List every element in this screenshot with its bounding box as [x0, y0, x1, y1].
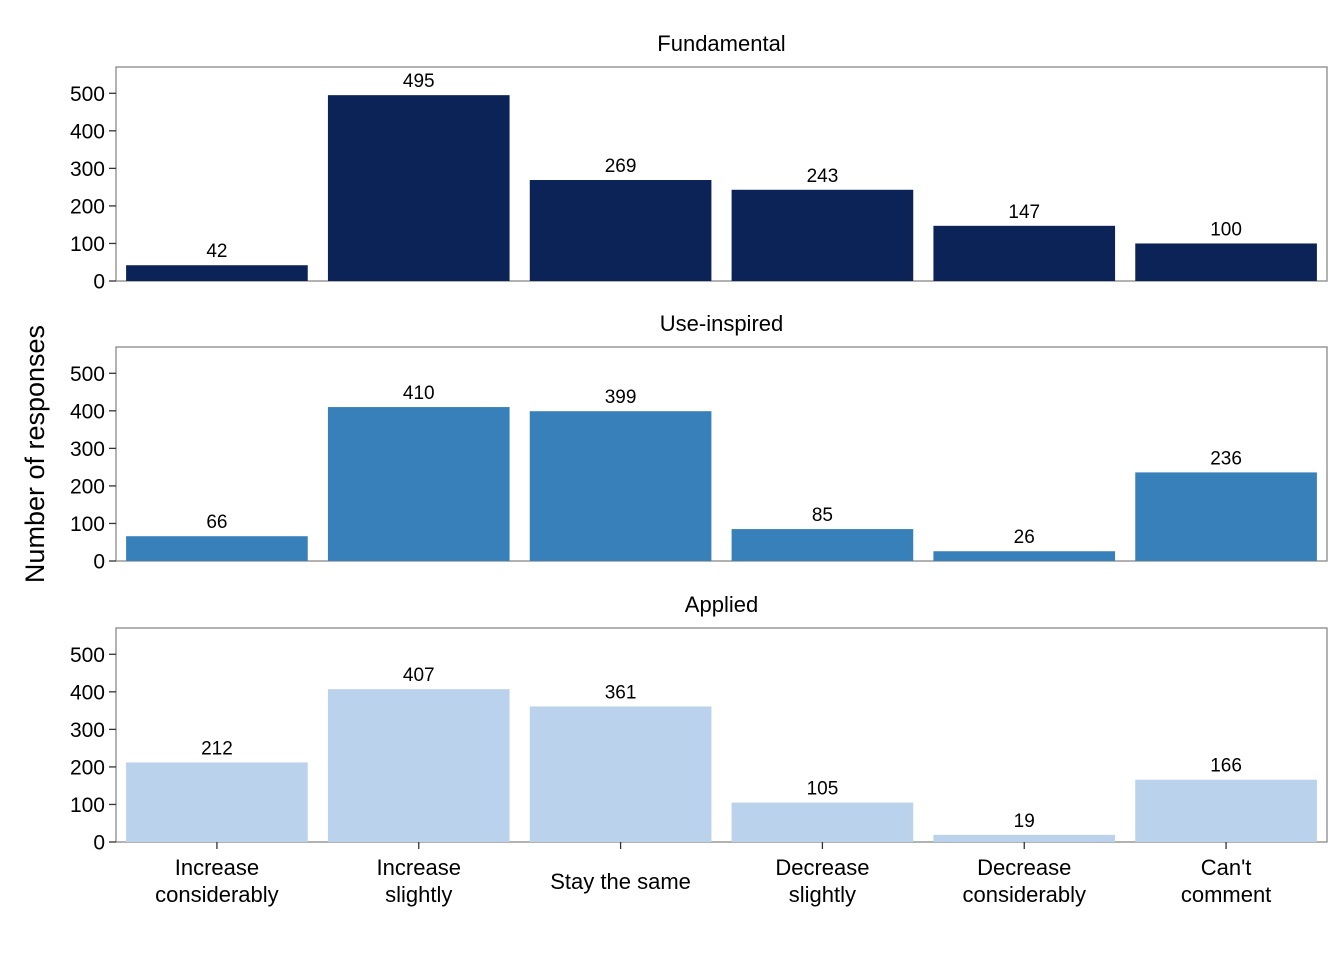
bar-value-label: 399 — [605, 387, 637, 408]
y-tick-label: 500 — [70, 644, 105, 667]
bar-value-label: 212 — [201, 738, 233, 759]
bar — [327, 407, 510, 561]
y-tick-label: 300 — [70, 719, 105, 742]
bar-value-label: 147 — [1008, 202, 1040, 223]
panel-border — [115, 346, 1328, 562]
y-tick-label: 200 — [70, 756, 105, 779]
panel-fundamental: Fundamental 0 100 200 300 400 500 42 495 269 243 14… — [70, 31, 1328, 294]
x-category-label: Decrease — [775, 855, 869, 880]
bar — [126, 762, 308, 842]
panel-border — [115, 627, 1328, 843]
panel-applied: Applied 0 100 200 300 400 500 212 407 361 105 19 166 — [70, 592, 1328, 855]
bar-value-label: 243 — [807, 166, 839, 187]
bar — [529, 180, 712, 281]
y-tick-label: 100 — [70, 794, 105, 817]
x-category-label: Can't — [1201, 855, 1252, 880]
x-category-label: Stay the same — [550, 869, 691, 894]
y-tick-label: 200 — [70, 195, 105, 218]
x-category-label: comment — [1181, 882, 1271, 907]
y-tick-label: 100 — [70, 513, 105, 536]
panel-use-inspired: Use-inspired 0 100 200 300 400 500 66 410 399 85 26… — [70, 311, 1328, 574]
y-axis-title: Number of responses — [20, 325, 50, 583]
x-axis: IncreaseconsiderablyIncreaseslightlyStay… — [155, 842, 1271, 907]
x-category-label: slightly — [789, 882, 856, 907]
panel-border — [115, 66, 1328, 282]
x-category-label: Decrease — [977, 855, 1071, 880]
y-tick-label: 0 — [93, 832, 105, 855]
bar — [327, 95, 510, 281]
bar-value-label: 66 — [206, 512, 227, 533]
x-category-label: Increase — [377, 855, 461, 880]
x-category-label: considerably — [155, 882, 279, 907]
y-tick-label: 200 — [70, 475, 105, 498]
bar — [1135, 243, 1317, 281]
y-tick-label: 500 — [70, 83, 105, 106]
bar-value-label: 26 — [1014, 527, 1035, 548]
y-tick-label: 100 — [70, 233, 105, 256]
bar-value-label: 19 — [1014, 811, 1035, 832]
facet-title: Applied — [685, 592, 758, 617]
y-tick-label: 500 — [70, 363, 105, 386]
bar — [327, 689, 510, 842]
bar — [529, 411, 712, 561]
bar — [731, 802, 914, 842]
bar-value-label: 85 — [812, 505, 833, 526]
x-category-label: Increase — [175, 855, 259, 880]
bar — [529, 706, 712, 842]
y-tick-label: 400 — [70, 120, 105, 143]
facet-title: Fundamental — [657, 31, 785, 56]
bar — [1135, 472, 1317, 561]
bar-value-label: 361 — [605, 682, 637, 703]
bar-value-label: 407 — [403, 665, 435, 686]
bar — [126, 536, 308, 561]
y-tick-label: 300 — [70, 438, 105, 461]
bar-value-label: 166 — [1210, 756, 1242, 777]
bar-value-label: 410 — [403, 383, 435, 404]
x-category-label: slightly — [385, 882, 452, 907]
facet-title: Use-inspired — [660, 311, 784, 336]
y-tick-label: 400 — [70, 681, 105, 704]
y-tick-label: 300 — [70, 158, 105, 181]
y-tick-label: 400 — [70, 400, 105, 423]
y-tick-label: 0 — [93, 551, 105, 574]
bar-value-label: 105 — [807, 779, 839, 800]
bar-value-label: 495 — [403, 71, 435, 92]
bar — [731, 189, 914, 281]
bar — [933, 225, 1116, 281]
bar — [126, 265, 308, 281]
bar-value-label: 100 — [1210, 219, 1242, 240]
bar-value-label: 42 — [206, 241, 227, 262]
chart-panels: Fundamental 0 100 200 300 400 500 42 495 269 243 14… — [70, 31, 1328, 855]
y-tick-label: 0 — [93, 271, 105, 294]
bar — [933, 551, 1116, 561]
bar-value-label: 269 — [605, 156, 637, 177]
bar — [731, 529, 914, 561]
bar-value-label: 236 — [1210, 448, 1242, 469]
x-category-label: considerably — [962, 882, 1086, 907]
bar — [1135, 779, 1317, 842]
bar — [933, 834, 1116, 842]
